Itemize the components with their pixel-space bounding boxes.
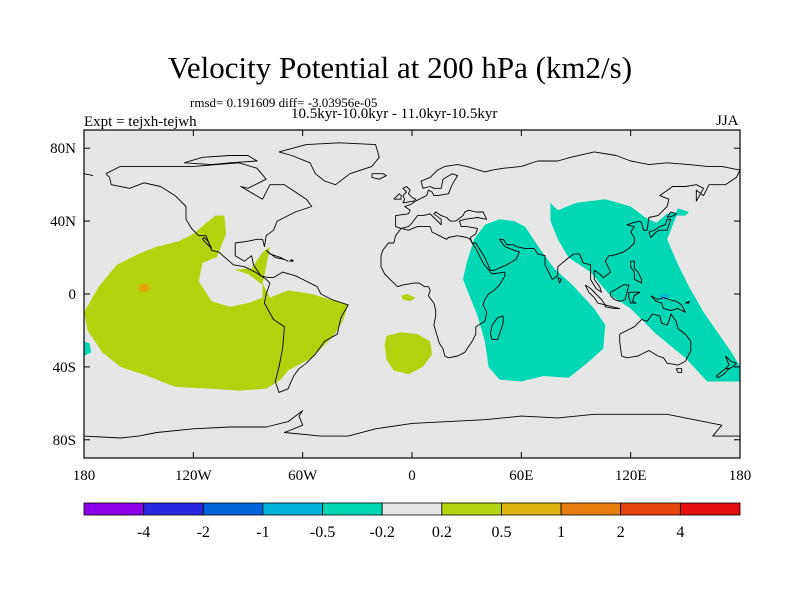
coastline-3 xyxy=(184,155,258,166)
coastline-6 xyxy=(84,173,94,177)
coastline-2 xyxy=(278,142,380,186)
coastline-27 xyxy=(557,277,562,284)
colorbar-label: 2 xyxy=(617,524,625,541)
colorbar-swatch xyxy=(143,502,204,516)
coastline-21 xyxy=(675,368,683,373)
region-eastern-pacific-positive xyxy=(84,215,349,391)
coastline-layer xyxy=(84,142,740,439)
region-gulf-of-guinea-positive xyxy=(401,294,416,302)
colorbar-swatch xyxy=(679,502,741,516)
coastline-11 xyxy=(393,193,402,200)
colorbar-swatch xyxy=(381,502,443,516)
colorbar-label: -0.2 xyxy=(370,524,395,541)
colorbar-swatch xyxy=(83,502,145,516)
coastline-7 xyxy=(400,169,740,293)
colorbar-swatch xyxy=(322,502,383,516)
lon-tick-label: 120E xyxy=(615,468,647,484)
axis-ticks: 180 120W 60W 0 60E 120E 180 80N 40N 0 40S 80S xyxy=(50,130,751,484)
coastline-26 xyxy=(289,258,294,262)
experiment-label: Expt = tejxh-tejwh xyxy=(84,114,197,130)
colorbar-label: -1 xyxy=(256,524,269,541)
coastline-28 xyxy=(685,300,690,304)
coastline-10 xyxy=(402,186,417,204)
region-central-pacific-maximum xyxy=(138,283,150,293)
contour-fill-layer xyxy=(84,199,740,391)
lat-tick-label: 40S xyxy=(53,360,76,376)
coastline-25 xyxy=(265,249,289,262)
lat-tick-label: 80S xyxy=(53,433,76,449)
colorbar-swatch xyxy=(262,502,323,516)
colorbar-label: -0.5 xyxy=(310,524,335,541)
colorbar-label: 1 xyxy=(557,524,565,541)
colorbar-label: 0.5 xyxy=(491,524,511,541)
colorbar-swatch xyxy=(202,502,264,516)
region-japan-sea-patch xyxy=(674,208,689,216)
coastline-24 xyxy=(84,410,740,439)
lon-tick-label: 120W xyxy=(175,468,213,484)
lat-tick-label: 80N xyxy=(50,141,76,157)
lat-tick-label: 40N xyxy=(50,214,76,230)
coastline-18 xyxy=(650,295,686,313)
coastline-4 xyxy=(371,173,387,180)
colorbar-swatch xyxy=(501,502,562,516)
colorbar-swatch xyxy=(441,502,502,516)
coastline-17 xyxy=(628,291,641,304)
region-indian-ocean-negative xyxy=(463,219,606,382)
region-asian-pacific-negative xyxy=(550,199,740,382)
colorbar-label: 4 xyxy=(676,524,684,541)
region-dateline-south-patch xyxy=(84,341,92,356)
stats-label: rmsd= 0.191609 diff= -3.03956e-05 xyxy=(190,95,378,110)
season-label: JJA xyxy=(716,113,739,129)
lon-tick-label: 180 xyxy=(729,468,752,484)
coastline-5 xyxy=(395,151,740,229)
region-pacific-inner-hole xyxy=(198,257,263,307)
colorbar-label: 0.2 xyxy=(432,524,452,541)
lon-tick-label: 180 xyxy=(73,468,96,484)
region-south-atlantic-positive xyxy=(384,332,432,375)
coastline-1 xyxy=(201,237,213,249)
coastline-19 xyxy=(630,260,643,284)
lon-tick-label: 0 xyxy=(408,468,416,484)
chart-title: Velocity Potential at 200 hPa (km2/s) xyxy=(167,50,633,85)
coastline-16 xyxy=(610,284,630,302)
coastline-13 xyxy=(666,211,677,218)
coastline-0 xyxy=(105,162,349,393)
lon-tick-label: 60E xyxy=(509,468,533,484)
lat-tick-label: 0 xyxy=(69,287,77,303)
coastline-20 xyxy=(619,313,692,366)
colorbar-label: -4 xyxy=(137,524,150,541)
colorbar: -4 -2 -1 -0.5 -0.2 0.2 0.5 1 2 4 xyxy=(83,502,741,541)
coastline-8 xyxy=(380,226,506,359)
colorbar-label: -2 xyxy=(197,524,210,541)
coastline-15 xyxy=(604,304,621,310)
colorbar-swatch xyxy=(620,502,681,516)
colorbar-swatch xyxy=(560,502,622,516)
lon-tick-label: 60W xyxy=(288,468,318,484)
coastline-9 xyxy=(489,315,504,341)
coastline-22 xyxy=(724,355,737,370)
period-label: 10.5kyr-10.0kyr - 11.0kyr-10.5kyr xyxy=(291,106,498,122)
coastline-12 xyxy=(648,218,672,238)
coastline-23 xyxy=(715,368,730,379)
